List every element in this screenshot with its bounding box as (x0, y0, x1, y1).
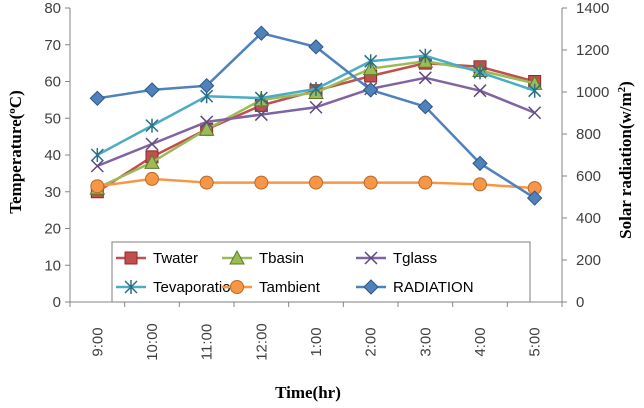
data-point (363, 279, 379, 295)
legend-item-tbasin: Tbasin (222, 249, 304, 267)
data-point (254, 108, 268, 122)
x-tick-label: 12:00 (253, 323, 270, 361)
data-point (254, 91, 268, 106)
data-point (90, 148, 104, 162)
data-point (230, 280, 244, 294)
legend-label: Twater (153, 250, 198, 267)
data-point (473, 84, 487, 98)
data-point (309, 81, 323, 96)
data-point (363, 175, 378, 190)
y2-tick-label: 1000 (576, 84, 609, 101)
data-point (528, 106, 542, 120)
data-point (145, 137, 159, 151)
data-point (364, 251, 378, 265)
data-point (145, 171, 159, 186)
x-axis-title: Time(hr) (275, 383, 341, 402)
data-point (90, 179, 105, 194)
y-tick-label: 30 (44, 184, 61, 201)
y-tick-label: 60 (44, 74, 61, 91)
legend-item-twater: Twater (116, 250, 198, 267)
data-point (364, 54, 378, 69)
y-axis-title: Temperature(oC) (6, 90, 25, 214)
data-point (309, 100, 323, 114)
x-tick-label: 3:00 (417, 327, 434, 356)
data-point (473, 65, 487, 80)
series-line (96, 60, 535, 190)
data-point (144, 154, 160, 169)
y2-tick-label: 0 (576, 294, 584, 311)
data-point (418, 71, 432, 85)
data-point (528, 83, 542, 98)
x-tick-label: 2:00 (363, 327, 380, 356)
y2-axis-ticks: 0 200 400 600 800 1000 1200 1400 (562, 0, 609, 311)
data-point (309, 175, 323, 190)
y-tick-label: 0 (53, 294, 61, 311)
data-point (89, 90, 106, 107)
y-tick-label: 10 (44, 257, 61, 274)
data-point (124, 251, 138, 265)
y2-tick-label: 200 (576, 252, 601, 269)
y-tick-label: 40 (44, 147, 61, 164)
series-tambient (90, 171, 542, 196)
y-tick-label: 70 (44, 37, 61, 54)
y-axis-ticks: 0 10 20 30 40 50 60 70 80 (44, 0, 70, 311)
legend-item-tevaporation: Tevaporation (116, 279, 239, 296)
data-point (473, 177, 487, 192)
legend-label: Tevaporation (153, 279, 239, 296)
series-layer (89, 25, 543, 206)
legend-label: RADIATION (393, 279, 474, 296)
data-point (144, 82, 160, 98)
data-point (472, 155, 488, 172)
y-tick-label: 20 (44, 221, 61, 238)
x-tick-label: 9:00 (89, 327, 106, 356)
series-tbasin (89, 53, 543, 195)
y-tick-label: 50 (44, 110, 61, 127)
data-point (526, 190, 543, 206)
data-point (229, 249, 245, 265)
data-point (124, 280, 138, 294)
data-point (198, 77, 215, 94)
data-point (90, 159, 104, 173)
y2-tick-label: 1200 (576, 42, 609, 59)
x-tick-label: 1:00 (308, 327, 325, 356)
data-point (198, 121, 215, 136)
y2-tick-label: 600 (576, 168, 601, 185)
data-point (418, 48, 432, 63)
data-point (145, 118, 159, 133)
data-point (253, 25, 270, 41)
x-tick-label: 11:00 (199, 324, 216, 360)
data-point (418, 175, 433, 190)
x-tick-label: 4:00 (472, 327, 489, 356)
legend-label: Tambient (259, 279, 321, 296)
legend-item-tambient: Tambient (222, 279, 321, 296)
series-line (97, 31, 536, 200)
x-tick-label: 10:00 (144, 323, 161, 361)
legend-label: Tbasin (259, 250, 304, 267)
data-point (417, 98, 434, 115)
data-point (199, 175, 214, 190)
x-axis-ticks: 9:00 10:00 11:00 12:00 1:00 2:00 3:00 4:00 5:00 (69, 302, 563, 361)
y-tick-label: 80 (44, 0, 61, 17)
series-tevaporation (90, 48, 542, 162)
y2-tick-label: 800 (576, 126, 601, 143)
data-point (254, 175, 269, 190)
legend-box (111, 241, 531, 303)
legend-label: Tglass (393, 250, 437, 267)
data-point (200, 115, 214, 129)
y2-tick-label: 400 (576, 210, 601, 227)
legend: Twater Tbasin Tglass Tevaporation Tambient RA… (111, 241, 531, 303)
legend-item-tglass: Tglass (356, 250, 437, 267)
data-point (308, 39, 324, 55)
x-tick-label: 5:00 (527, 327, 544, 356)
series-radiation (89, 25, 543, 206)
data-point (362, 82, 379, 98)
y2-axis-title: Solar radiation(w/m2) (616, 81, 635, 239)
y2-tick-label: 1400 (576, 0, 609, 17)
legend-item-radiation: RADIATION (356, 279, 474, 296)
